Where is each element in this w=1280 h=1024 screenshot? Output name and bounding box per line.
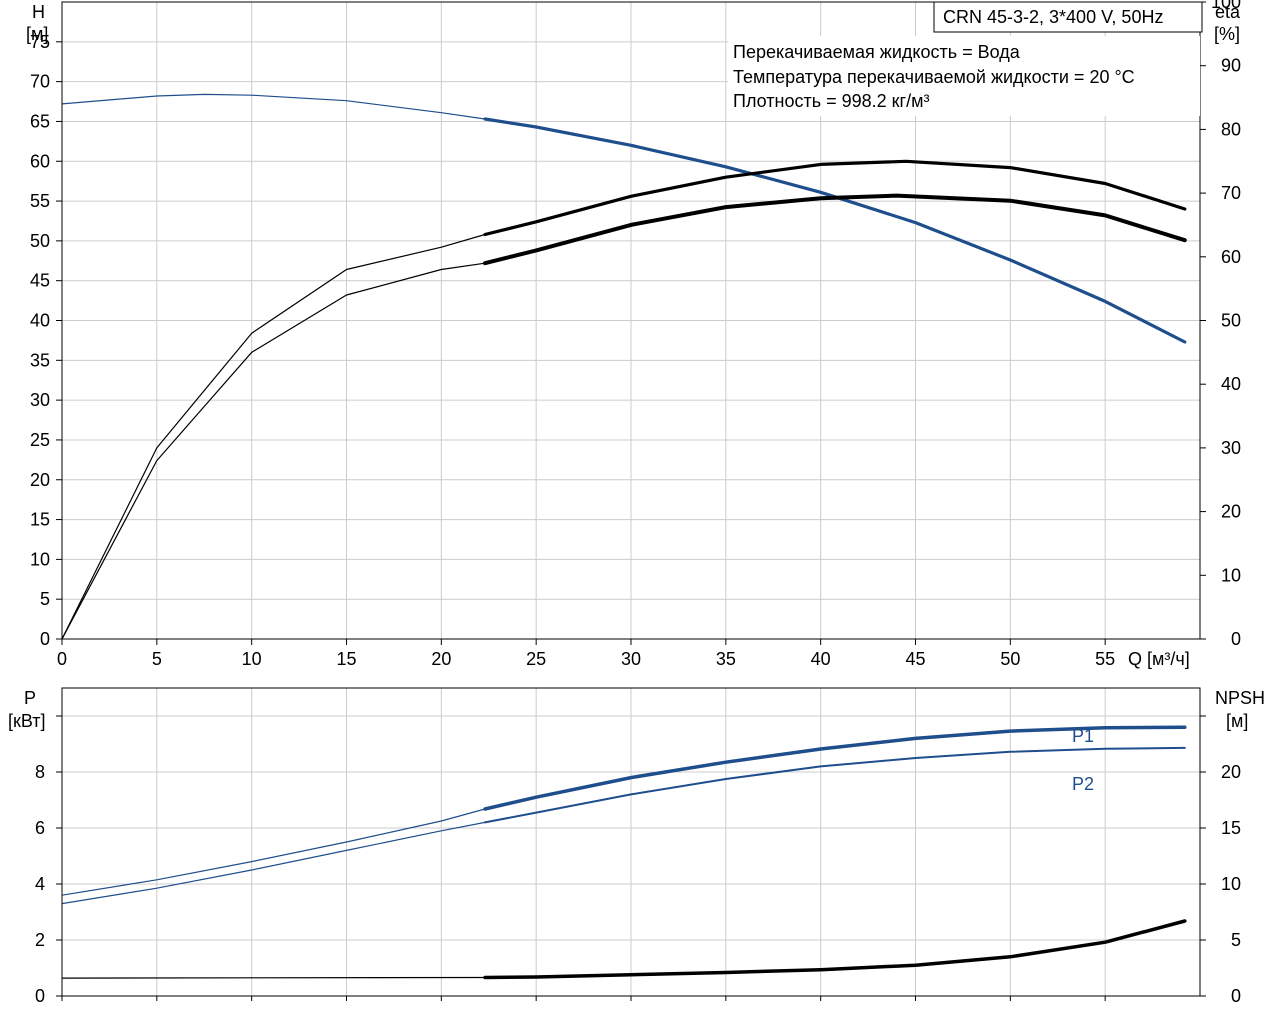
top-y-right-tick-label: 0 (1231, 629, 1241, 649)
top-y-right-tick-label: 10 (1221, 565, 1241, 585)
x-tick-label: 15 (336, 649, 356, 669)
series-label-p2: P2 (1072, 774, 1094, 794)
top-y-left-tick-label: 10 (30, 549, 50, 569)
info-line-density: Плотность = 998.2 кг/м³ (733, 91, 929, 111)
power-p1-curve-operating (483, 725, 1187, 811)
bottom-y-right-tick-label: 0 (1231, 986, 1241, 1006)
top-y-right-tick-label: 80 (1221, 119, 1241, 139)
top-y-left-tick-label: 40 (30, 311, 50, 331)
top-y-left-tick-label: 0 (40, 629, 50, 649)
bottom-y-left-label-symbol: P (24, 688, 36, 708)
x-tick-label: 40 (811, 649, 831, 669)
top-y-right-tick-label: 90 (1221, 56, 1241, 76)
power-p2-curve-extended (61, 821, 486, 905)
info-line-temperature: Температура перекачиваемой жидкости = 20… (733, 67, 1135, 87)
top-y-left-tick-label: 20 (30, 470, 50, 490)
bottom-y-right-tick-label: 5 (1231, 930, 1241, 950)
x-tick-label: 35 (716, 649, 736, 669)
x-tick-label: 10 (242, 649, 262, 669)
x-tick-label: 25 (526, 649, 546, 669)
top-y-left-tick-label: 5 (40, 589, 50, 609)
chart-title: CRN 45-3-2, 3*400 V, 50Hz (943, 7, 1163, 27)
top-y-left-tick-label: 55 (30, 191, 50, 211)
top-y-right-tick-label: 70 (1221, 183, 1241, 203)
bottom-y-right-label-unit: [м] (1226, 711, 1248, 731)
x-tick-label: 30 (621, 649, 641, 669)
x-tick-label: 5 (152, 649, 162, 669)
bottom-y-left-tick-label: 8 (35, 762, 45, 782)
top-y-left-label-symbol: H (32, 2, 45, 22)
efficiency-curve-upper-operating (483, 159, 1187, 237)
top-y-right-tick-label: 30 (1221, 438, 1241, 458)
bottom-y-left-tick-label: 6 (35, 818, 45, 838)
bottom-y-left-tick-label: 2 (35, 930, 45, 950)
top-y-left-tick-label: 50 (30, 231, 50, 251)
bottom-chart-grid (62, 688, 1200, 996)
head-curve-operating (483, 117, 1187, 344)
top-y-left-label-unit: [м] (26, 24, 48, 44)
top-y-right-tick-label: 40 (1221, 374, 1241, 394)
efficiency-curve-upper-extended (61, 233, 486, 640)
bottom-y-right-tick-label: 10 (1221, 874, 1241, 894)
top-y-left-tick-label: 75 (30, 32, 50, 52)
x-axis-label: Q [м³/ч] (1128, 649, 1190, 669)
top-y-right-tick-label: 20 (1221, 502, 1241, 522)
top-y-left-tick-label: 25 (30, 430, 50, 450)
efficiency-curve-lower-operating (483, 193, 1187, 266)
curves (61, 93, 1187, 980)
info-box (728, 36, 1200, 116)
top-y-left-tick-label: 30 (30, 390, 50, 410)
npsh-curve-extended (61, 976, 486, 979)
bottom-y-right-tick-label: 15 (1221, 818, 1241, 838)
top-y-right-tick-label: 100 (1211, 0, 1241, 12)
power-p2-curve-operating (484, 746, 1186, 824)
top-y-left-tick-label: 45 (30, 271, 50, 291)
top-y-left-tick-label: 15 (30, 510, 50, 530)
x-tick-label: 50 (1000, 649, 1020, 669)
bottom-y-left-tick-label: 4 (35, 874, 45, 894)
power-p1-curve-extended (61, 808, 486, 896)
top-y-left-tick-label: 35 (30, 350, 50, 370)
tick-labels: 0 5 10 15 20 25 30 35 40 45 50 55051015202530354045… (30, 0, 1241, 1006)
top-y-right-label-symbol: eta (1215, 2, 1241, 22)
top-y-right-tick-label: 60 (1221, 247, 1241, 267)
info-line-fluid: Перекачиваемая жидкость = Вода (733, 42, 1021, 62)
series-label-p1: P1 (1072, 726, 1094, 746)
bottom-y-right-tick-label: 20 (1221, 762, 1241, 782)
x-tick-label: 0 (57, 649, 67, 669)
npsh-curve-operating (483, 919, 1187, 980)
bottom-y-left-tick-label: 0 (35, 986, 45, 1006)
top-y-right-label-unit: [%] (1214, 24, 1240, 44)
top-y-left-tick-label: 60 (30, 151, 50, 171)
top-y-left-tick-label: 70 (30, 72, 50, 92)
top-y-left-tick-label: 65 (30, 111, 50, 131)
x-tick-label: 55 (1095, 649, 1115, 669)
bottom-y-right-label-symbol: NPSH (1215, 688, 1265, 708)
bottom-y-left-label-unit: [кВт] (8, 711, 46, 731)
x-tick-label: 20 (431, 649, 451, 669)
title-box (933, 1, 1203, 33)
top-y-right-tick-label: 50 (1221, 311, 1241, 331)
head-curve-extended (61, 93, 486, 120)
efficiency-curve-lower-extended (61, 262, 486, 640)
x-tick-label: 45 (905, 649, 925, 669)
